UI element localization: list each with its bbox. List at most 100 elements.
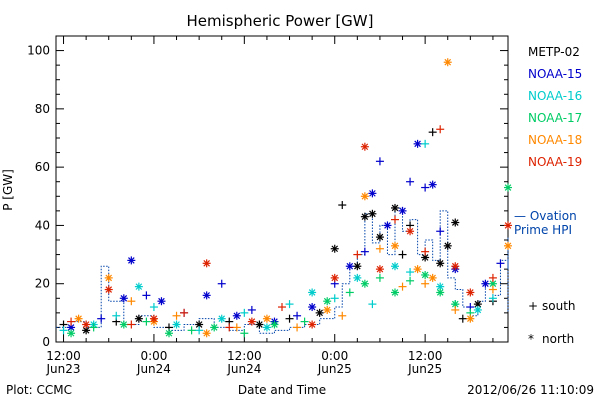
south-point <box>375 157 384 166</box>
north-point <box>473 305 482 314</box>
south-point <box>278 303 286 312</box>
south-point <box>421 183 430 192</box>
north-point <box>195 320 204 329</box>
south-point <box>89 323 98 332</box>
north-point <box>74 314 83 323</box>
south-point <box>112 311 121 320</box>
north-point <box>504 241 512 250</box>
south-point <box>345 288 354 297</box>
north-point <box>308 303 317 312</box>
north-point <box>504 221 512 230</box>
x-tick-label: 12:00 <box>46 349 81 363</box>
north-point <box>375 265 384 274</box>
south-point <box>149 303 158 312</box>
north-point <box>127 256 136 265</box>
south-point <box>398 282 407 291</box>
x-tick-label: 12:00 <box>408 349 443 363</box>
north-point <box>436 259 445 268</box>
north-point <box>262 314 271 323</box>
south-point <box>127 320 136 329</box>
south-point <box>232 323 241 332</box>
legend-model-line2: Prime HPI <box>514 223 572 237</box>
x-axis-label: Date and Time <box>238 383 326 397</box>
legend-entry: NOAA-16 <box>528 89 582 103</box>
south-point <box>391 215 399 224</box>
x-tick-label-date: Jun24 <box>136 362 171 376</box>
north-point <box>353 262 362 271</box>
south-point <box>293 311 302 320</box>
south-point <box>330 294 339 303</box>
north-point <box>308 320 317 329</box>
south-point <box>458 314 467 323</box>
north-point <box>428 273 437 282</box>
north-point <box>323 305 332 314</box>
north-point <box>330 273 339 282</box>
south-point <box>285 300 294 309</box>
north-point <box>202 291 211 300</box>
ovation-prime-line <box>56 207 509 334</box>
south-point <box>217 279 226 288</box>
north-point <box>375 233 384 242</box>
x-tick-label-date: Jun25 <box>317 362 352 376</box>
south-point <box>240 308 249 317</box>
north-point <box>481 279 490 288</box>
north-point <box>443 58 452 67</box>
north-point <box>391 203 399 212</box>
south-point <box>59 326 68 335</box>
north-point <box>255 320 264 329</box>
y-tick-label: 0 <box>42 335 50 349</box>
north-point <box>406 227 415 236</box>
north-point <box>466 288 475 297</box>
legend-entry: METP-02 <box>528 45 580 59</box>
legend-north-marker: * <box>528 332 534 346</box>
legend-entry: NOAA-17 <box>528 111 582 125</box>
north-point <box>383 221 392 230</box>
north-point <box>157 297 166 306</box>
legend: METP-02 NOAA-15 NOAA-16 NOAA-17 NOAA-18 NOAA-… <box>514 45 582 237</box>
north-point <box>398 206 407 215</box>
north-point <box>104 285 113 294</box>
north-point <box>165 329 173 338</box>
series-noaa-18 <box>74 58 512 338</box>
north-point <box>413 265 422 274</box>
north-point <box>308 288 317 297</box>
x-axis-ticks: 12:00Jun230:00Jun2412:00Jun240:00Jun2512… <box>46 36 494 376</box>
north-point <box>270 320 279 329</box>
south-point <box>142 317 151 326</box>
legend-north-label: north <box>542 332 574 346</box>
south-point <box>180 308 189 317</box>
north-point <box>345 262 354 271</box>
south-point <box>368 300 377 309</box>
north-point <box>360 192 369 201</box>
north-point <box>451 262 460 271</box>
south-point <box>421 139 430 148</box>
south-point <box>97 314 106 323</box>
north-point <box>451 300 460 309</box>
series-metp-02 <box>59 128 497 335</box>
y-tick-label: 100 <box>27 44 50 58</box>
south-point <box>421 279 430 288</box>
south-point <box>406 276 415 285</box>
north-point <box>67 329 76 338</box>
north-point <box>368 189 377 198</box>
north-point <box>202 329 211 338</box>
south-point <box>436 227 445 236</box>
legend-entry: NOAA-15 <box>528 67 582 81</box>
south-point <box>436 125 445 134</box>
north-point <box>330 244 339 253</box>
footer-timestamp: 2012/06/26 11:10:09 <box>467 383 594 397</box>
south-point <box>421 247 430 256</box>
series-noaa-17 <box>67 183 512 338</box>
north-point <box>360 212 369 221</box>
north-point <box>202 259 211 268</box>
x-tick-label-date: Jun25 <box>407 362 442 376</box>
south-point <box>353 250 362 259</box>
north-point <box>82 326 91 335</box>
north-point <box>504 183 512 192</box>
south-point <box>488 273 497 282</box>
data-points <box>59 58 512 338</box>
south-point <box>488 285 497 294</box>
north-point <box>421 270 430 279</box>
series-noaa-15 <box>67 139 505 332</box>
south-point <box>172 311 181 320</box>
